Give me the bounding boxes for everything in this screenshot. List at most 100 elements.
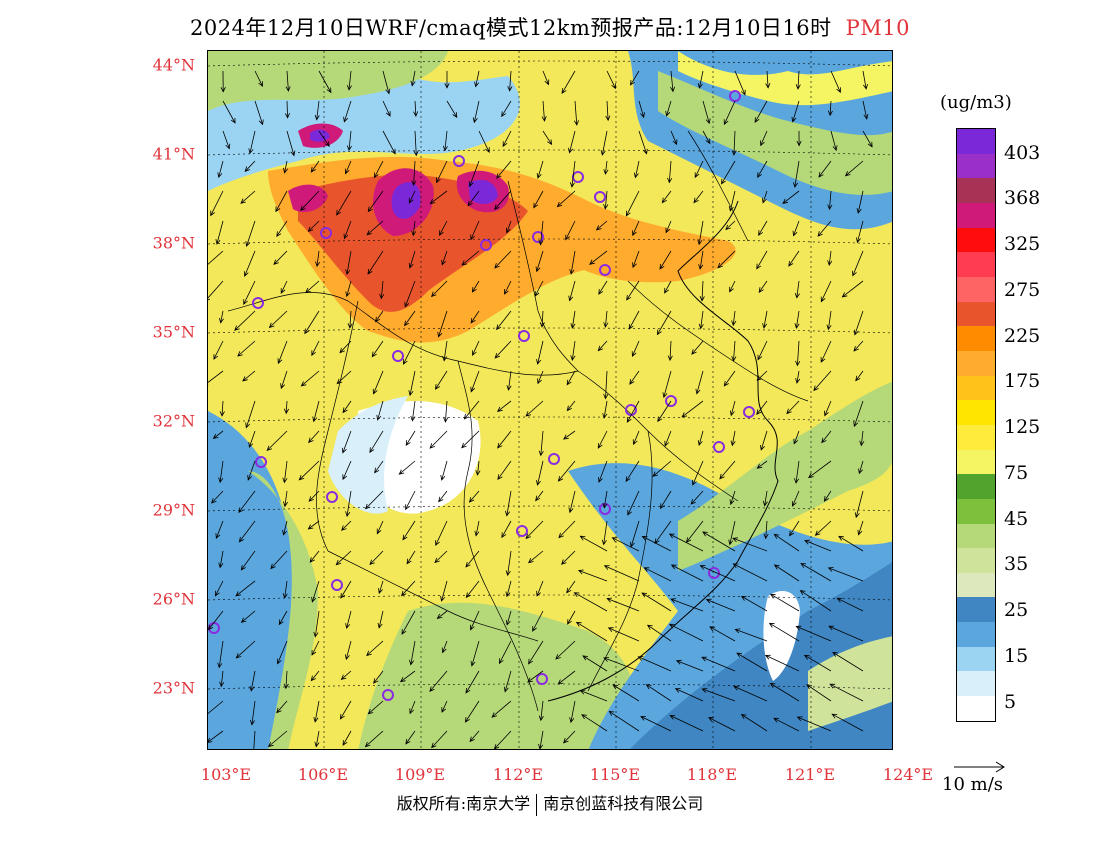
wind-vector <box>631 340 640 358</box>
wind-vector <box>567 610 576 625</box>
wind-vector <box>439 220 448 237</box>
wind-vector <box>304 310 320 335</box>
wind-vector <box>782 190 800 204</box>
wind-vector <box>436 160 448 184</box>
wind-vector <box>698 250 704 270</box>
wind-vector <box>429 430 448 449</box>
wind-vector <box>431 730 448 749</box>
wind-vector <box>659 250 672 270</box>
wind-vector <box>367 190 384 213</box>
wind-vector <box>730 430 736 447</box>
legend-label-325: 325 <box>1004 233 1041 255</box>
lon-label-121: 121°E <box>784 765 836 784</box>
wind-vector <box>217 160 224 179</box>
wind-vector <box>342 400 352 414</box>
lon-label-103: 103°E <box>200 765 252 784</box>
wind-vector <box>300 370 320 387</box>
region-hotspot-1-core <box>391 182 421 219</box>
wind-vector <box>826 310 832 331</box>
colorbar-cell <box>957 350 995 376</box>
wind-vector <box>502 130 512 148</box>
colorbar-cell <box>957 276 995 302</box>
wind-vector <box>300 190 320 211</box>
wind-vector <box>413 100 419 118</box>
wind-vector <box>277 340 288 365</box>
wind-vector <box>471 280 480 293</box>
wind-vector <box>311 580 320 603</box>
wind-vector <box>472 100 480 124</box>
wind-vector <box>668 623 704 642</box>
wind-vector <box>248 130 256 155</box>
wind-vector <box>654 520 672 545</box>
wind-vector <box>364 490 384 510</box>
wind-vector <box>626 280 640 301</box>
wind-vector <box>318 70 332 94</box>
wind-vector <box>244 160 256 172</box>
wind-vector <box>597 340 608 352</box>
wind-vector <box>824 400 832 417</box>
wind-vector <box>820 340 832 363</box>
wind-vector <box>646 624 672 642</box>
wind-vector <box>496 400 512 412</box>
wind-vector <box>793 160 800 189</box>
wind-vector <box>430 280 448 298</box>
wind-vector <box>762 490 768 507</box>
wind-vector <box>284 100 290 119</box>
wind-vector <box>535 250 544 273</box>
wind-vector <box>575 621 608 642</box>
wind-vector <box>858 460 864 475</box>
wind-vector <box>577 569 608 582</box>
wind-vector <box>311 340 320 357</box>
wind-vector <box>852 250 864 277</box>
wind-vector <box>792 220 800 237</box>
wind-vector <box>367 700 384 715</box>
wind-vector <box>532 610 544 632</box>
wind-vector <box>470 370 480 393</box>
wind-vector <box>762 190 768 204</box>
wind-vector <box>709 626 736 642</box>
wind-vector <box>266 430 288 452</box>
wind-vector <box>214 580 224 597</box>
wind-vector <box>339 700 352 720</box>
wind-vector <box>573 100 579 126</box>
wind-vector <box>643 567 672 582</box>
wind-vector <box>694 160 704 179</box>
wind-vector <box>312 400 320 423</box>
wind-vector <box>768 622 800 642</box>
wind-vector <box>573 592 608 612</box>
legend-unit: (ug/m3) <box>940 92 1012 113</box>
wind-vector <box>598 460 608 483</box>
wind-vector <box>579 689 608 702</box>
wind-vector <box>238 520 256 543</box>
pm10-map[interactable] <box>207 50 893 750</box>
wind-vector <box>496 310 512 331</box>
wind-vector <box>374 460 384 474</box>
wind-vector <box>308 490 320 502</box>
wind-vector <box>836 597 864 612</box>
wind-vector <box>645 684 672 702</box>
wind-vector <box>501 100 512 118</box>
wind-vectors <box>208 70 873 749</box>
wind-vector <box>240 190 256 204</box>
wind-vector <box>664 280 672 294</box>
wind-vector <box>242 370 256 382</box>
region-nw-green <box>208 51 448 111</box>
wind-vector <box>470 610 480 631</box>
wind-vector <box>638 100 645 119</box>
wind-vector <box>475 460 481 476</box>
wind-vector <box>468 490 480 503</box>
colorbar-cell <box>957 178 995 203</box>
wind-vector <box>600 130 608 156</box>
wind-vector <box>434 550 448 564</box>
wind-vector <box>641 535 672 552</box>
wind-vector <box>762 310 768 329</box>
wind-vector <box>853 340 864 352</box>
wind-vector <box>725 220 736 231</box>
wind-vector <box>401 610 416 635</box>
colorbar-cell <box>957 129 995 154</box>
wind-vector <box>675 659 704 672</box>
wind-vector <box>795 340 801 367</box>
title-text: 2024年12月10日WRF/cmaq模式12km预报产品:12月10日16时 <box>189 16 832 40</box>
wind-vector <box>537 370 544 385</box>
wind-vector <box>217 640 224 669</box>
